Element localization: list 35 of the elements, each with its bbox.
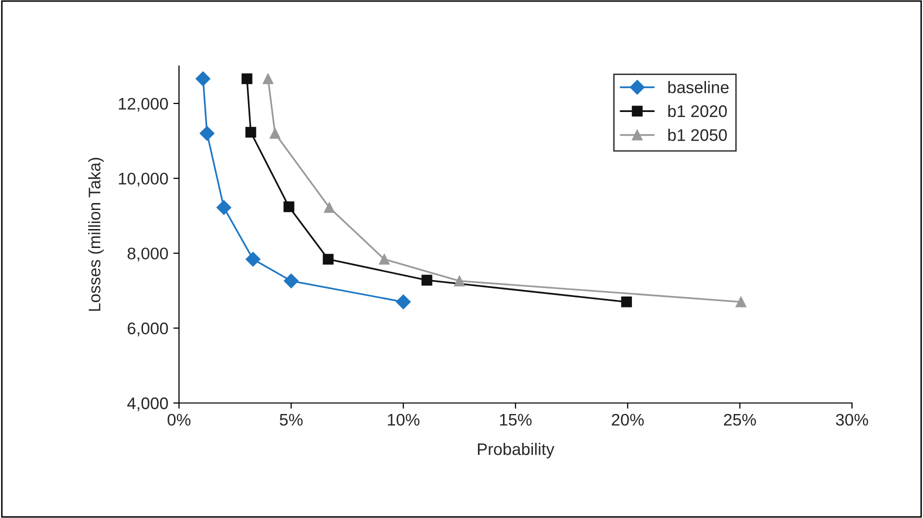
point <box>270 128 280 139</box>
point <box>200 126 214 141</box>
y-axis-title: Losses (million Taka) <box>88 158 104 311</box>
point <box>324 202 335 213</box>
point <box>322 254 334 265</box>
point <box>246 252 260 267</box>
point <box>621 296 632 308</box>
x-tick-label: 10% <box>388 414 420 426</box>
point <box>454 276 465 286</box>
legend-label: b1 2020 <box>668 104 727 118</box>
point <box>396 294 411 310</box>
y-tick-label: 10,000 <box>118 172 168 187</box>
legend-label: baseline <box>668 81 729 94</box>
point <box>284 274 299 288</box>
x-tick-label: 30% <box>836 414 868 426</box>
x-tick-label: 20% <box>612 414 644 426</box>
point <box>262 73 274 84</box>
legend-label: b1 2050 <box>668 128 727 141</box>
point <box>422 274 432 286</box>
x-axis-title: Probability <box>478 442 554 458</box>
point <box>216 200 232 215</box>
point <box>378 254 390 265</box>
point <box>196 71 210 86</box>
y-tick-label: 12,000 <box>118 98 168 112</box>
point <box>242 73 252 84</box>
x-tick-label: 0% <box>168 414 190 426</box>
x-tick-label: 5% <box>280 414 303 426</box>
y-tick-label: 6,000 <box>128 322 168 336</box>
point <box>284 201 294 212</box>
point <box>736 296 746 308</box>
point <box>245 126 256 138</box>
y-tick-label: 4,000 <box>127 397 168 412</box>
x-tick-label: 25% <box>724 414 756 426</box>
x-tick-label: 15% <box>500 414 532 426</box>
y-tick-label: 8,000 <box>128 248 168 262</box>
